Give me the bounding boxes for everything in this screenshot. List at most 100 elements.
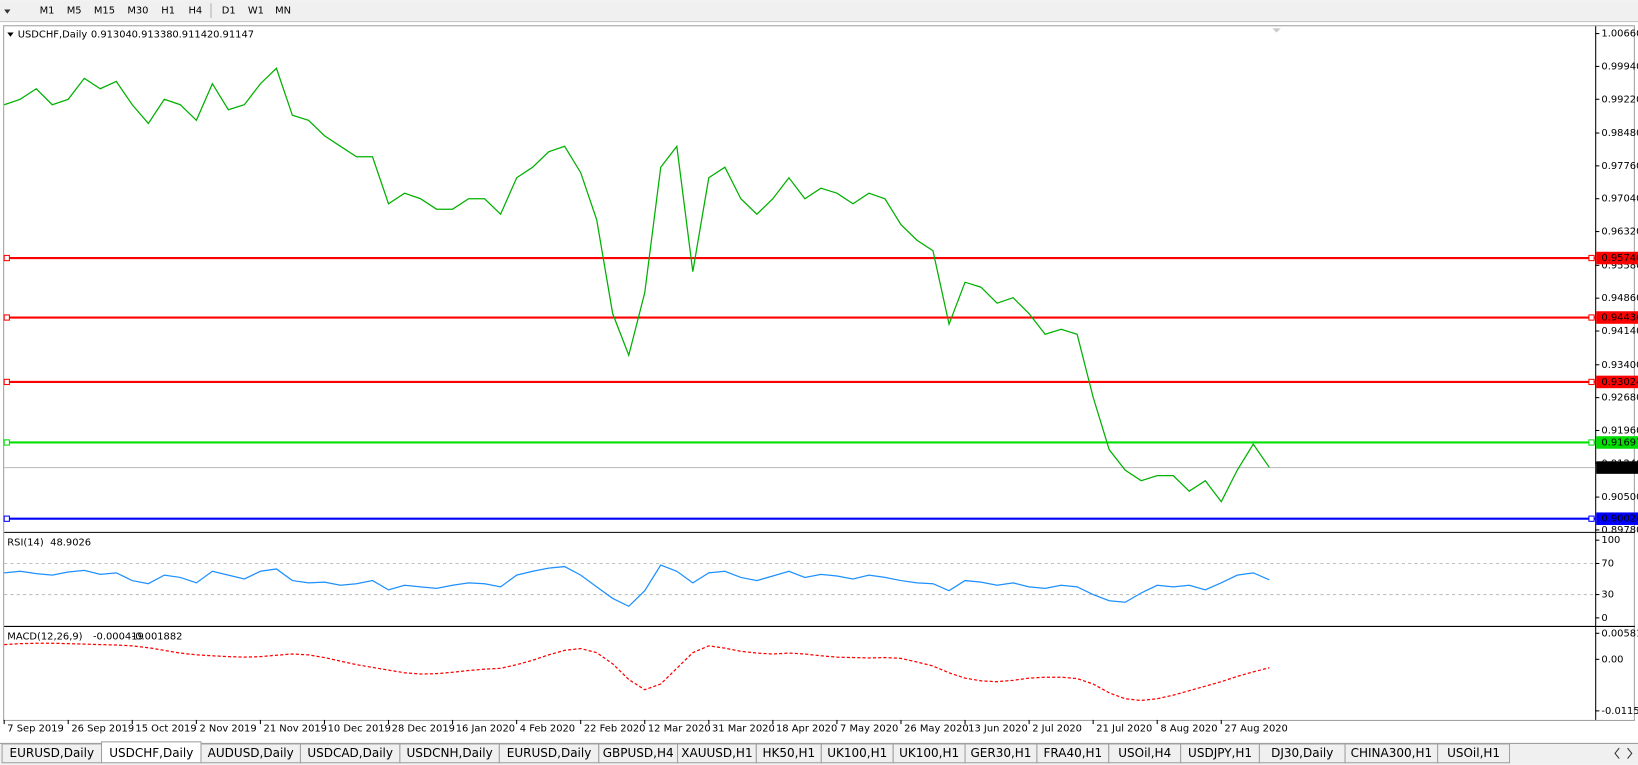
tab-label: USDJPY,H1: [1188, 746, 1252, 760]
shift-marker: [1272, 28, 1281, 33]
level-label: 0.93024: [1601, 377, 1638, 388]
level-handle[interactable]: [3, 439, 10, 446]
level-handle[interactable]: [3, 515, 10, 522]
ohlc-value: 0.91142: [172, 30, 213, 41]
tab-label: HK50,H1: [762, 746, 815, 760]
price-line: [3, 67, 1270, 503]
level-label: 0.91697: [1601, 437, 1638, 448]
y-tick-label: -0.011514: [1601, 706, 1638, 717]
ohlc-value: 0.91304: [91, 30, 132, 41]
x-tick-label: 31 Mar 2020: [712, 723, 775, 734]
toolbar-dropdown[interactable]: [4, 9, 11, 14]
level-handle[interactable]: [3, 378, 10, 386]
tab-label: USDCHF,Daily: [109, 746, 193, 760]
timeframe-label: MN: [275, 6, 291, 17]
timeframe-label: M15: [94, 6, 115, 17]
x-tick-label: 7 May 2020: [840, 723, 898, 734]
x-tick-label: 26 Sep 2019: [71, 723, 134, 734]
level-handle[interactable]: [1588, 439, 1595, 446]
tab-label: UK100,H1: [899, 746, 959, 760]
timeframe-label: W1: [248, 6, 264, 17]
timeframe-label: M5: [67, 6, 82, 17]
tab-scroll[interactable]: [1614, 747, 1633, 759]
x-tick-label: 22 Feb 2020: [584, 723, 646, 734]
x-tick-label: 7 Sep 2019: [7, 723, 63, 734]
x-tick-label: 21 Jul 2020: [1096, 723, 1152, 734]
tab-label: FRA40,H1: [1043, 746, 1102, 760]
level-label-box: [1596, 375, 1638, 389]
toolbar: [0, 0, 1638, 22]
timeframe-label: M1: [40, 6, 55, 17]
level-label: 0.94436: [1601, 313, 1638, 324]
x-tick-label: 2 Nov 2019: [199, 723, 256, 734]
indicator-value: -0.000419: [93, 631, 144, 642]
x-tick-label: 8 Aug 2020: [1160, 723, 1217, 734]
rsi-line: [4, 564, 1270, 608]
level-handle[interactable]: [1588, 515, 1595, 522]
tab-label: USDCAD,Daily: [307, 746, 393, 760]
tab-label: EURUSD,Daily: [507, 746, 592, 760]
x-tick-label: 28 Dec 2019: [392, 723, 455, 734]
y-tick-label: 100: [1601, 535, 1620, 546]
tab-label: CHINA300,H1: [1351, 746, 1433, 760]
tab-label: USDCNH,Daily: [407, 746, 493, 760]
level-label-box: [1596, 251, 1638, 265]
tab-label: EURUSD,Daily: [10, 746, 95, 760]
chart-menu-icon[interactable]: [7, 32, 14, 37]
x-tick-label: 21 Nov 2019: [264, 723, 327, 734]
symbol-tab[interactable]: [1437, 743, 1511, 764]
tab-label: GER30,H1: [970, 746, 1031, 760]
current-price-label: 0.91147: [1601, 463, 1638, 474]
x-tick-label: 2 Jul 2020: [1032, 723, 1082, 734]
y-tick-label: 0.00: [1601, 654, 1623, 665]
chart-title: USDCHF,Daily: [18, 30, 88, 41]
level-label-box: [1596, 311, 1638, 324]
timeframe-label: M30: [127, 6, 148, 17]
timeframe-label: H4: [188, 6, 202, 17]
x-tick-label: 10 Dec 2019: [328, 723, 391, 734]
x-tick-label: 15 Oct 2019: [135, 723, 196, 734]
chart-frame: [3, 25, 1635, 721]
level-handle[interactable]: [1588, 314, 1595, 321]
x-tick-label: 18 Apr 2020: [776, 723, 837, 734]
tab-label: USOil,H1: [1447, 746, 1500, 760]
tab-label: UK100,H1: [827, 746, 887, 760]
level-handle[interactable]: [3, 314, 10, 321]
level-handle[interactable]: [1588, 254, 1595, 262]
tab-label: XAUUSD,H1: [681, 746, 752, 760]
tab-label: GBPUSD,H4: [603, 746, 674, 760]
macd-signal-line: [4, 642, 1270, 702]
indicator-value: -0.001882: [132, 631, 183, 642]
y-tick-label: 70: [1601, 558, 1614, 569]
level-label: 0.90026: [1601, 514, 1638, 525]
level-handle[interactable]: [3, 254, 10, 262]
indicator-name: MACD(12,26,9): [7, 631, 82, 642]
tab-label: AUDUSD,Daily: [208, 746, 294, 760]
level-handle[interactable]: [1588, 378, 1595, 386]
indicator-value: 48.9026: [50, 537, 91, 548]
timeframe-label: H1: [161, 6, 175, 17]
timeframe-label: D1: [222, 6, 236, 17]
level-label-box: [1596, 436, 1638, 449]
x-tick-label: 26 May 2020: [904, 723, 969, 734]
x-tick-label: 16 Jan 2020: [456, 723, 515, 734]
y-tick-label: 30: [1601, 590, 1614, 601]
y-tick-label: 0: [1601, 613, 1607, 624]
y-tick-label: 0.005818: [1601, 628, 1638, 639]
ohlc-value: 0.91338: [132, 30, 173, 41]
